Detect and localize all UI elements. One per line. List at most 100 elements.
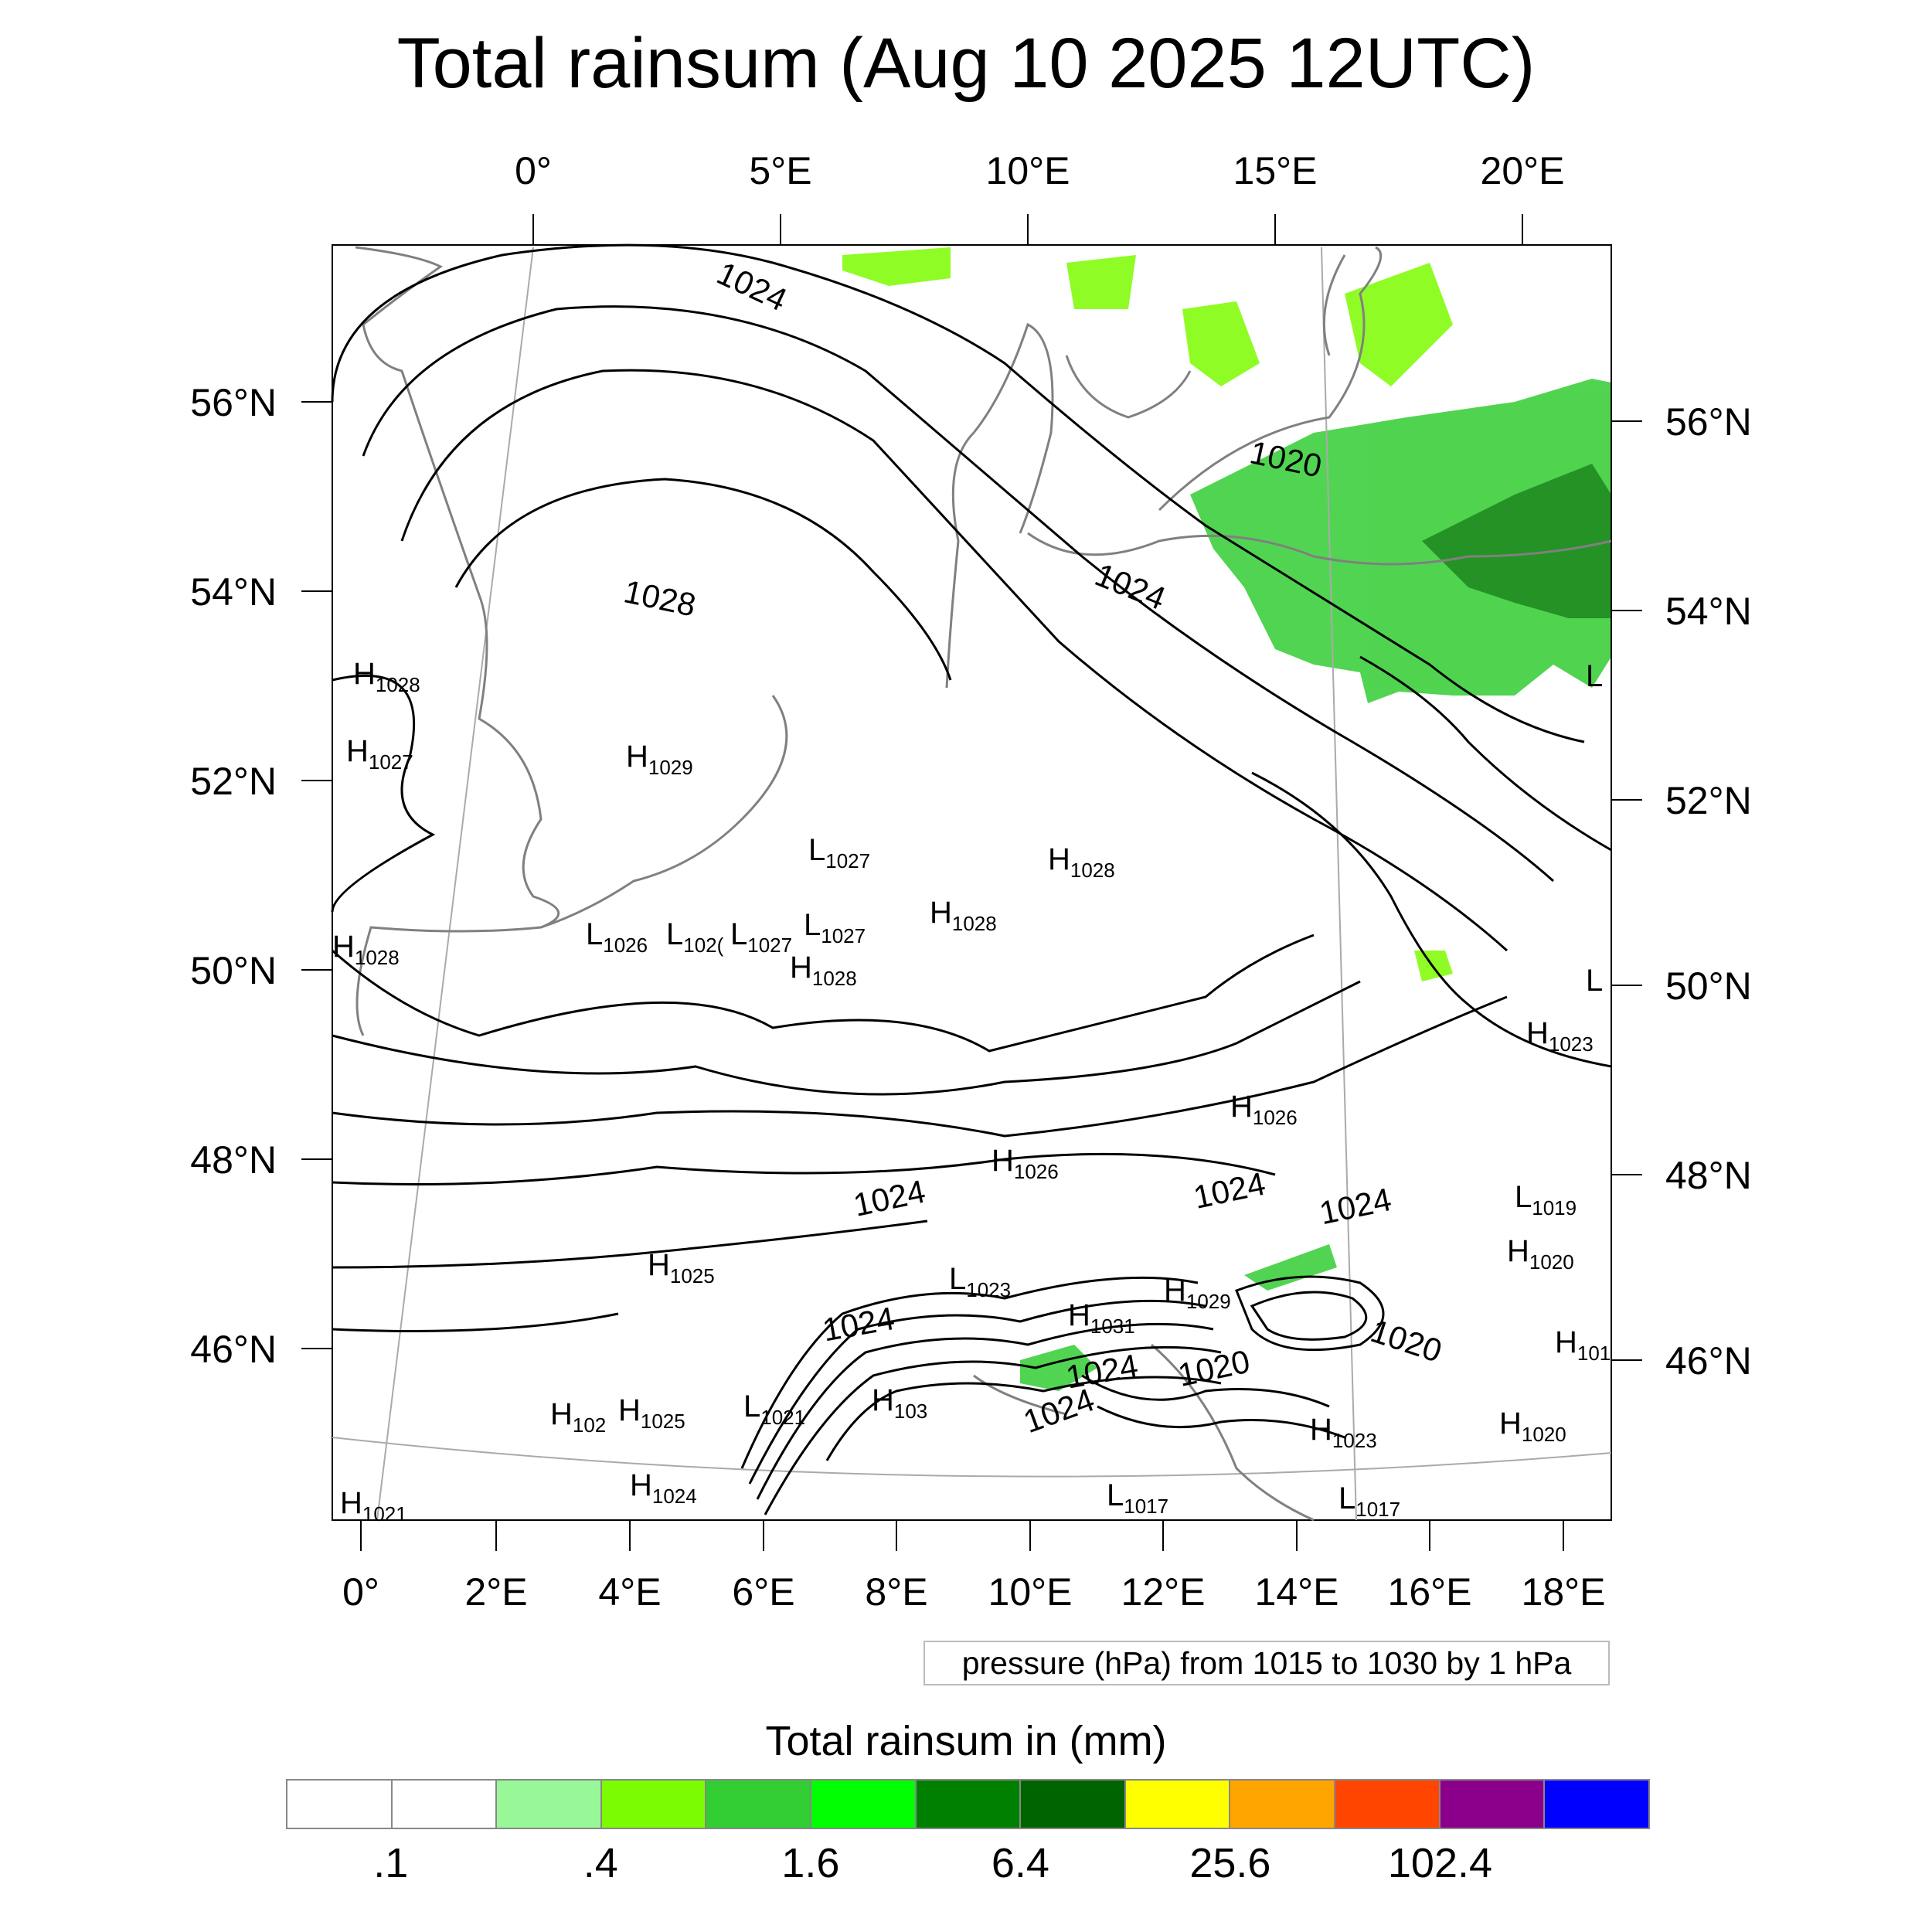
right-axis-label: 48°N (1665, 1154, 1752, 1197)
right-axis-label: 50°N (1665, 964, 1752, 1008)
colorbar-label: .1 (373, 1840, 409, 1886)
pressure-center: H1020 (1507, 1234, 1574, 1274)
pressure-center: H1020 (1499, 1406, 1566, 1446)
colorbar-label: 6.4 (991, 1840, 1049, 1886)
top-axis-label: 0° (515, 149, 552, 192)
precip-area-alps2 (1244, 1244, 1337, 1291)
axis-ticks (301, 214, 1642, 1551)
right-axis-labels: 56°N 54°N 52°N 50°N 48°N 46°N (1665, 400, 1752, 1383)
right-axis-label: 46°N (1665, 1339, 1752, 1383)
bottom-axis-label: 12°E (1121, 1570, 1206, 1614)
right-axis-label: 54°N (1665, 590, 1752, 633)
bottom-axis-labels: 0° 2°E 4°E 6°E 8°E 10°E 12°E 14°E 16°E 1… (342, 1570, 1605, 1614)
precip-area-baltic (1190, 379, 1611, 703)
pressure-center: H1027 (346, 734, 413, 774)
colorbar-label: 102.4 (1387, 1840, 1493, 1886)
colorbar-box (287, 1781, 393, 1828)
pressure-center: H101 (1555, 1325, 1611, 1365)
left-axis-label: 46°N (190, 1328, 277, 1371)
precip-area-norway (1066, 255, 1136, 309)
bottom-axis-label: 4°E (598, 1570, 661, 1614)
isobars (331, 243, 1612, 1332)
pressure-center: L1027 (804, 908, 866, 947)
bottom-axis-label: 16°E (1388, 1570, 1472, 1614)
isobar-label: 1024 (850, 1173, 928, 1223)
colorbar-box (916, 1781, 1022, 1828)
top-axis-labels: 0° 5°E 10°E 15°E 20°E (515, 149, 1564, 192)
pressure-centers: H1028 H1027 H1029 H1028 L1027 H1028 H102… (332, 657, 1611, 1526)
colorbar-box (1125, 1781, 1231, 1828)
pressure-center: H1028 (790, 951, 857, 990)
colorbar-box (497, 1781, 602, 1828)
colorbar-box (811, 1781, 917, 1828)
pressure-center: H1025 (618, 1393, 685, 1433)
colorbar-box (601, 1781, 707, 1828)
pressure-center: L1027 (730, 917, 792, 957)
pressure-center: H1025 (648, 1248, 715, 1287)
pressure-center: H1026 (992, 1144, 1059, 1183)
bottom-axis-label: 0° (342, 1570, 379, 1614)
pressure-center: L1017 (1338, 1481, 1400, 1521)
map-title: Total rainsum (Aug 10 2025 12UTC) (396, 24, 1536, 103)
isobar-label: 1024 (1316, 1181, 1394, 1231)
pressure-center: L102( (666, 917, 724, 957)
map-frame (332, 244, 1612, 1521)
left-axis-label: 50°N (190, 949, 277, 992)
graticule (332, 247, 1612, 1521)
precip-area-sweden (1345, 263, 1453, 386)
pressure-center: H1028 (1048, 842, 1115, 882)
precip-shading (842, 247, 1611, 1391)
pressure-center: H1028 (332, 930, 400, 969)
top-axis-label: 15°E (1233, 149, 1318, 192)
alpine-contours (740, 1275, 1385, 1515)
isobar-label: 1028 (621, 573, 699, 623)
pressure-center: L1021 (743, 1389, 805, 1429)
left-axis-labels: 56°N 54°N 52°N 50°N 48°N 46°N (190, 381, 277, 1371)
colorbar-box (1335, 1781, 1440, 1828)
pressure-center: H1023 (1526, 1016, 1594, 1056)
top-axis-label: 5°E (749, 149, 811, 192)
bottom-axis-label: 8°E (865, 1570, 927, 1614)
pressure-center: L1017 (1107, 1478, 1168, 1518)
isobar-label: 1020 (1175, 1343, 1253, 1393)
colorbar (286, 1779, 1650, 1829)
pressure-center: H1021 (340, 1486, 407, 1526)
pressure-center: H1026 (1230, 1090, 1298, 1129)
left-axis-label: 54°N (190, 570, 277, 614)
pressure-center: H102 (550, 1397, 606, 1437)
pressure-center: L1023 (949, 1262, 1011, 1301)
right-axis-label: 56°N (1665, 400, 1752, 444)
pressure-center: H1029 (626, 740, 693, 779)
top-axis-label: 20°E (1481, 149, 1565, 192)
isobar-label: 1024 (1090, 556, 1171, 617)
colorbar-box (1440, 1781, 1546, 1828)
pressure-center: H1029 (1164, 1274, 1231, 1313)
bottom-axis-label: 2°E (464, 1570, 527, 1614)
pressure-center: H1028 (930, 896, 997, 935)
colorbar-label: 25.6 (1189, 1840, 1271, 1886)
pressure-center: H1028 (353, 657, 420, 696)
colorbar-title: Total rainsum in (mm) (765, 1718, 1167, 1764)
isobar-label: 1024 (820, 1300, 897, 1349)
pressure-center: L (1586, 964, 1603, 998)
bottom-axis-label: 18°E (1522, 1570, 1606, 1614)
pressure-center: H1023 (1310, 1413, 1377, 1452)
left-axis-label: 48°N (190, 1138, 277, 1182)
pressure-center: L1026 (586, 917, 648, 957)
left-axis-label: 52°N (190, 760, 277, 803)
pressure-center: L1027 (808, 833, 870, 872)
pressure-center: H1031 (1068, 1298, 1135, 1338)
top-axis-label: 10°E (986, 149, 1070, 192)
bottom-axis-label: 14°E (1255, 1570, 1339, 1614)
isobar-label: 1020 (1366, 1312, 1446, 1369)
bottom-axis-label: 6°E (732, 1570, 794, 1614)
colorbar-box (1230, 1781, 1336, 1828)
colorbar-box (706, 1781, 812, 1828)
contour-info-box: pressure (hPa) from 1015 to 1030 by 1 hP… (923, 1641, 1610, 1685)
colorbar-box (1021, 1781, 1126, 1828)
precip-core-baltic (1422, 464, 1611, 618)
pressure-center: H1024 (630, 1468, 697, 1508)
colorbar-label: 1.6 (781, 1840, 840, 1886)
right-axis-label: 52°N (1665, 779, 1752, 822)
